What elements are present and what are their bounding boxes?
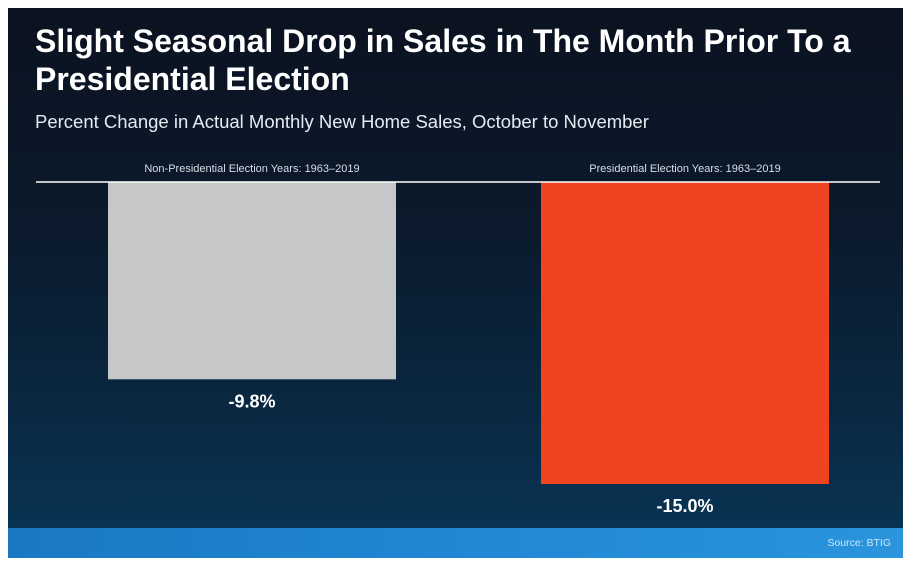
source-note: Source: BTIG <box>827 537 891 549</box>
footer-band: Source: BTIG <box>8 528 903 558</box>
chart-subtitle: Percent Change in Actual Monthly New Hom… <box>35 111 649 132</box>
category-label-election: Presidential Election Years: 1963–2019 <box>589 163 780 175</box>
bar-chart: Non-Presidential Election Years: 1963–20… <box>36 163 880 516</box>
chart-panel: Slight Seasonal Drop in Sales in The Mon… <box>8 8 903 558</box>
value-label-election: -15.0% <box>656 496 713 516</box>
value-label-non-election: -9.8% <box>228 391 275 411</box>
bar-non-election <box>108 182 396 380</box>
bar-election <box>541 182 829 484</box>
category-label-non-election: Non-Presidential Election Years: 1963–20… <box>144 163 359 175</box>
chart-title: Slight Seasonal Drop in Sales in The Mon… <box>35 23 851 97</box>
